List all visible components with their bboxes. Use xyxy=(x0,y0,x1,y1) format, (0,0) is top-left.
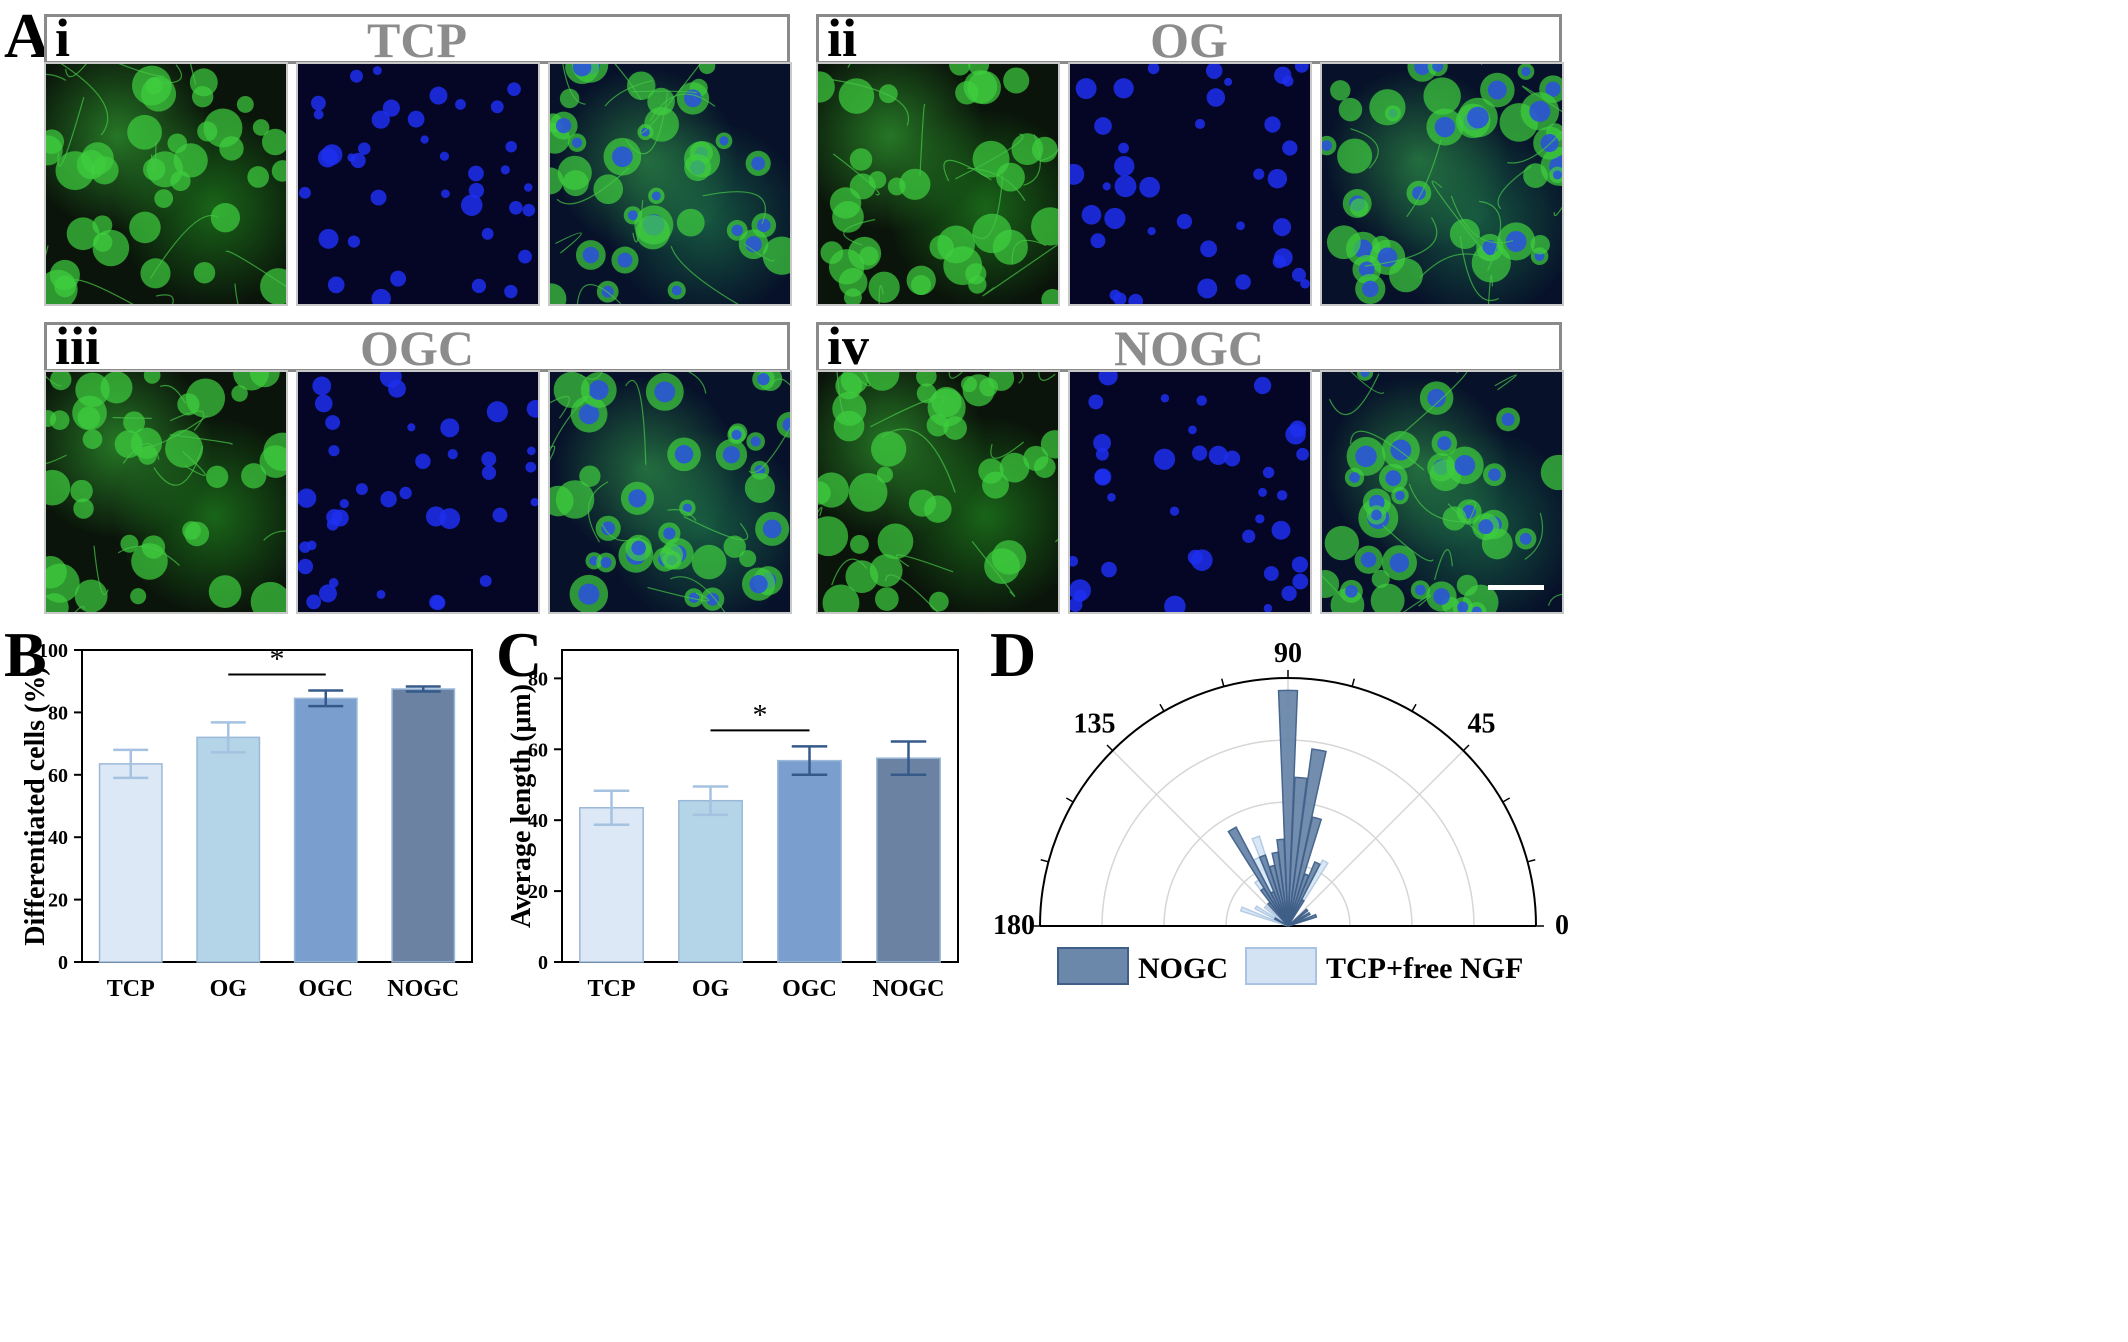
polar-bar-nogc xyxy=(1227,826,1289,927)
polar-bar-nogc xyxy=(1287,816,1323,927)
polar-bar-nogc xyxy=(1266,901,1289,927)
polar-tick xyxy=(1411,703,1417,712)
polar-grid-spoke xyxy=(1112,750,1289,927)
polar-bar-tcp-free-ngf xyxy=(1263,904,1289,927)
x-tick-label-ogc: OGC xyxy=(782,976,837,1000)
y-tick-label: 100 xyxy=(38,640,68,662)
y-axis-label: Differentiated cells (%) xyxy=(20,666,51,945)
group-condition-tcp: TCP xyxy=(367,12,467,68)
polar-tick xyxy=(1040,859,1049,863)
polar-bar-tcp-free-ngf xyxy=(1239,906,1289,927)
angle-label-90: 90 xyxy=(1274,638,1302,669)
panel-b-label: B xyxy=(4,619,47,690)
micrograph-ogc-merge xyxy=(548,370,792,614)
polar-bar-nogc xyxy=(1287,776,1308,927)
micrograph-nogc-green xyxy=(816,370,1060,614)
micrograph-tcp-blue xyxy=(296,62,540,306)
x-tick-label-nogc: NOGC xyxy=(873,976,945,1000)
polar-bar-nogc xyxy=(1287,748,1327,927)
group-roman-ii: ii xyxy=(827,8,858,68)
angle-label-0: 0 xyxy=(1555,910,1568,941)
panel-a-label: A xyxy=(4,0,51,71)
plot-frame xyxy=(561,649,959,963)
polar-tick xyxy=(1527,859,1536,863)
group-roman-iv: iv xyxy=(827,316,870,376)
y-tick-label: 40 xyxy=(528,810,548,832)
significance-star: * xyxy=(270,643,285,676)
group-header-ii: ii OG xyxy=(816,8,1562,68)
group-roman-i: i xyxy=(55,8,71,68)
panel-c-label: C xyxy=(496,619,542,690)
y-tick-label: 60 xyxy=(528,739,548,761)
polar-tick xyxy=(1351,678,1355,687)
bar-og xyxy=(196,736,261,963)
plot-frame xyxy=(81,649,473,963)
legend-label-tcp-free-ngf: TCP+free NGF xyxy=(1326,952,1523,985)
micrograph-ogc-blue xyxy=(296,370,540,614)
y-tick-label: 80 xyxy=(528,668,548,690)
polar-bar-nogc xyxy=(1273,917,1289,927)
bar-og xyxy=(678,799,743,963)
polar-bar-nogc xyxy=(1287,913,1318,927)
micrograph-tcp-merge xyxy=(548,62,792,306)
y-axis-label: Average length (μm) xyxy=(506,684,537,928)
y-tick-label: 0 xyxy=(58,952,68,974)
y-tick-label: 20 xyxy=(528,881,548,903)
panel-d-label: D xyxy=(990,619,1036,690)
y-tick-label: 40 xyxy=(48,827,68,849)
micrograph-og-blue xyxy=(1068,62,1312,306)
x-tick-label-og: OG xyxy=(692,976,730,1000)
polar-bar-nogc xyxy=(1287,860,1321,927)
bar-ogc xyxy=(293,697,358,963)
legend-swatch-nogc xyxy=(1057,947,1129,985)
polar-tick xyxy=(1065,797,1074,803)
polar-tick xyxy=(1106,744,1114,752)
bar-nogc xyxy=(391,688,456,963)
bar-nogc xyxy=(876,757,941,963)
micrograph-og-merge xyxy=(1320,62,1564,306)
y-tick-label: 60 xyxy=(48,765,68,787)
x-tick-label-ogc: OGC xyxy=(298,976,353,1000)
polar-grid-spoke xyxy=(1287,750,1464,927)
polar-bar-nogc xyxy=(1287,908,1309,927)
bar-ogc xyxy=(777,759,842,963)
micrograph-tcp-green xyxy=(44,62,288,306)
micrograph-ogc-green xyxy=(44,370,288,614)
x-tick-label-nogc: NOGC xyxy=(387,976,459,1000)
polar-tick xyxy=(1462,744,1470,752)
bar-tcp xyxy=(579,807,644,963)
group-roman-iii: iii xyxy=(55,316,101,376)
scale-bar xyxy=(1488,585,1544,590)
angle-label-45: 45 xyxy=(1467,709,1495,740)
polar-bar-nogc xyxy=(1277,689,1299,927)
micrograph-og-green xyxy=(816,62,1060,306)
polar-tick xyxy=(1221,678,1225,687)
x-tick-label-og: OG xyxy=(210,976,248,1000)
group-condition-og: OG xyxy=(1150,12,1228,68)
group-condition-nogc: NOGC xyxy=(1114,320,1264,376)
bar-tcp xyxy=(98,763,163,963)
legend-label-nogc: NOGC xyxy=(1138,952,1228,985)
angle-label-180: 180 xyxy=(993,910,1035,941)
group-condition-ogc: OGC xyxy=(360,320,474,376)
y-tick-label: 80 xyxy=(48,702,68,724)
group-header-i: i TCP xyxy=(44,8,790,68)
polar-tick xyxy=(1159,703,1165,712)
x-tick-label-tcp: TCP xyxy=(588,976,636,1000)
y-tick-label: 0 xyxy=(538,952,548,974)
y-tick-label: 20 xyxy=(48,890,68,912)
angle-label-135: 135 xyxy=(1074,709,1116,740)
micrograph-nogc-blue xyxy=(1068,370,1312,614)
x-tick-label-tcp: TCP xyxy=(107,976,155,1000)
legend-swatch-tcp-free-ngf xyxy=(1245,947,1317,985)
polar-tick xyxy=(1502,797,1511,803)
micrograph-nogc-merge xyxy=(1320,370,1564,614)
significance-star: * xyxy=(753,698,768,731)
